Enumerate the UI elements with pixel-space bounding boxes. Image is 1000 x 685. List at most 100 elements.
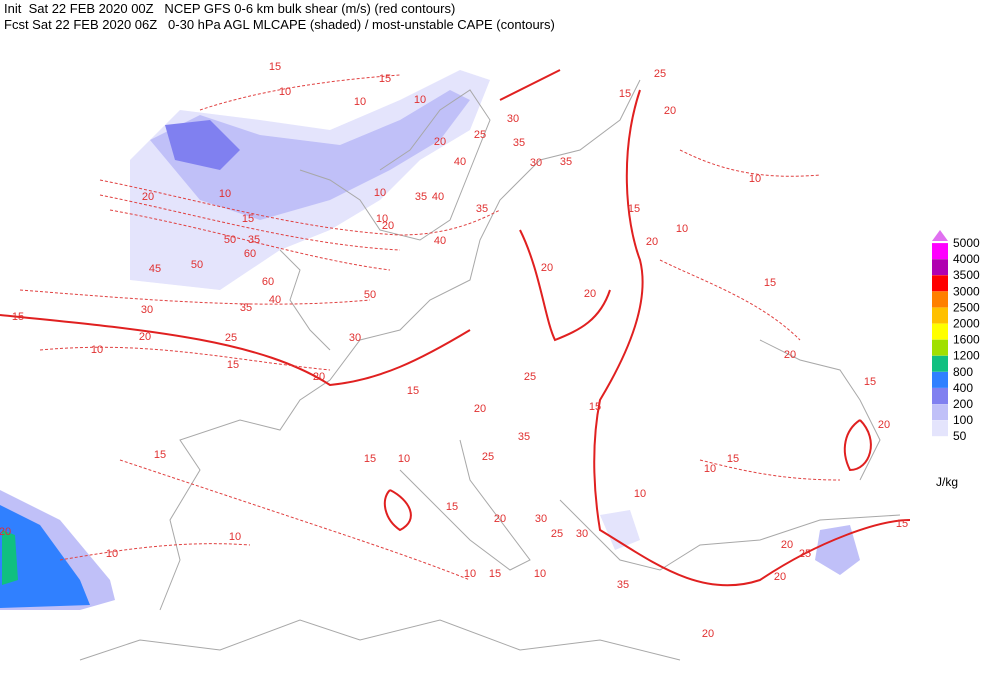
contour-label: 10: [91, 344, 103, 356]
contour-label: 10: [374, 187, 386, 199]
contour-label: 15: [12, 311, 24, 323]
contour-label: 10: [106, 548, 118, 560]
legend-swatch: [932, 339, 948, 356]
contour-label: 25: [551, 528, 563, 540]
contour-label: 10: [464, 568, 476, 580]
contour-label: 10: [414, 94, 426, 106]
contour-label: 20: [382, 220, 394, 232]
contour-label: 15: [379, 73, 391, 85]
contour-label: 10: [634, 488, 646, 500]
contour-label: 10: [749, 173, 761, 185]
legend-label: 100: [953, 413, 973, 427]
contour-label: 20: [784, 349, 796, 361]
contour-label: 20: [474, 403, 486, 415]
contour-label: 30: [349, 332, 361, 344]
contour-label: 25: [225, 332, 237, 344]
legend-swatch: [932, 243, 948, 260]
legend-label: 5000: [953, 236, 980, 250]
legend-label: 1600: [953, 333, 980, 347]
contour-label: 20: [664, 105, 676, 117]
contour-label: 35: [240, 302, 252, 314]
legend-triangle: [932, 230, 948, 241]
legend-swatch: [932, 291, 948, 308]
contour-label: 20: [774, 571, 786, 583]
contour-label: 10: [534, 568, 546, 580]
contour-label: 20: [142, 191, 154, 203]
contour-label: 45: [149, 263, 161, 275]
contour-label: 20: [584, 288, 596, 300]
contour-label: 35: [617, 579, 629, 591]
contour-label: 10: [229, 531, 241, 543]
contour-label: 20: [313, 371, 325, 383]
legend-label: 400: [953, 381, 973, 395]
legend-swatch: [932, 275, 948, 292]
contour-label: 20: [781, 539, 793, 551]
contour-label: 35: [476, 203, 488, 215]
legend-label: 4000: [953, 252, 980, 266]
contour-label: 20: [878, 419, 890, 431]
legend-label: 3500: [953, 268, 980, 282]
contour-label: 30: [141, 304, 153, 316]
contour-label: 25: [654, 68, 666, 80]
contour-label: 40: [432, 191, 444, 203]
legend-unit: J/kg: [936, 475, 958, 489]
contour-label: 40: [454, 156, 466, 168]
contour-label: 30: [576, 528, 588, 540]
contour-label: 30: [535, 513, 547, 525]
contour-label: 35: [513, 137, 525, 149]
legend-swatch: [932, 307, 948, 324]
contour-label: 25: [524, 371, 536, 383]
contour-label: 20: [702, 628, 714, 640]
header-line1: Init Sat 22 FEB 2020 00Z NCEP GFS 0-6 km…: [4, 1, 455, 16]
contour-label: 25: [474, 129, 486, 141]
cape-shading: [0, 70, 860, 610]
contour-label: 30: [507, 113, 519, 125]
contour-label: 20: [139, 331, 151, 343]
legend-label: 2500: [953, 300, 980, 314]
contour-label: 15: [364, 453, 376, 465]
contour-label: 25: [482, 451, 494, 463]
contour-label: 20: [434, 136, 446, 148]
coastlines: [79, 79, 901, 661]
legend-swatch: [932, 388, 948, 404]
contour-label: 15: [896, 518, 908, 530]
contour-label: 15: [154, 449, 166, 461]
legend-swatch: [932, 371, 948, 388]
contour-label: 20: [0, 526, 11, 538]
contour-label: 20: [494, 513, 506, 525]
contour-label: 15: [727, 453, 739, 465]
contour-label: 20: [541, 262, 553, 274]
contour-label: 10: [676, 223, 688, 235]
contour-label: 20: [646, 236, 658, 248]
legend: 5000 4000 3500 3000 2500 2000 1600 1200 800 400 20…: [932, 230, 980, 489]
contour-label: 35: [560, 156, 572, 168]
contour-label: 10: [219, 188, 231, 200]
contour-label: 15: [864, 376, 876, 388]
legend-swatch: [932, 404, 948, 421]
contour-label: 10: [376, 213, 388, 225]
contour-label: 15: [446, 501, 458, 513]
contour-label: 50: [224, 234, 236, 246]
contour-label: 15: [628, 203, 640, 215]
legend-swatch: [932, 355, 948, 372]
contour-label: 40: [434, 235, 446, 247]
legend-label: 50: [953, 429, 967, 443]
contour-label: 40: [269, 294, 281, 306]
legend-label: 2000: [953, 317, 980, 331]
shear-contours: [0, 69, 911, 587]
contour-label: 35: [518, 431, 530, 443]
contour-label: 50: [364, 289, 376, 301]
contour-label: 60: [262, 276, 274, 288]
contour-label: 15: [589, 401, 601, 413]
contour-label: 15: [242, 213, 254, 225]
contour-label: 15: [619, 88, 631, 100]
contour-label: 10: [398, 453, 410, 465]
contour-label: 15: [764, 277, 776, 289]
legend-swatch: [932, 420, 948, 437]
contour-label: 10: [704, 463, 716, 475]
legend-label: 200: [953, 397, 973, 411]
contour-label: 15: [407, 385, 419, 397]
contour-label: 15: [269, 61, 281, 73]
